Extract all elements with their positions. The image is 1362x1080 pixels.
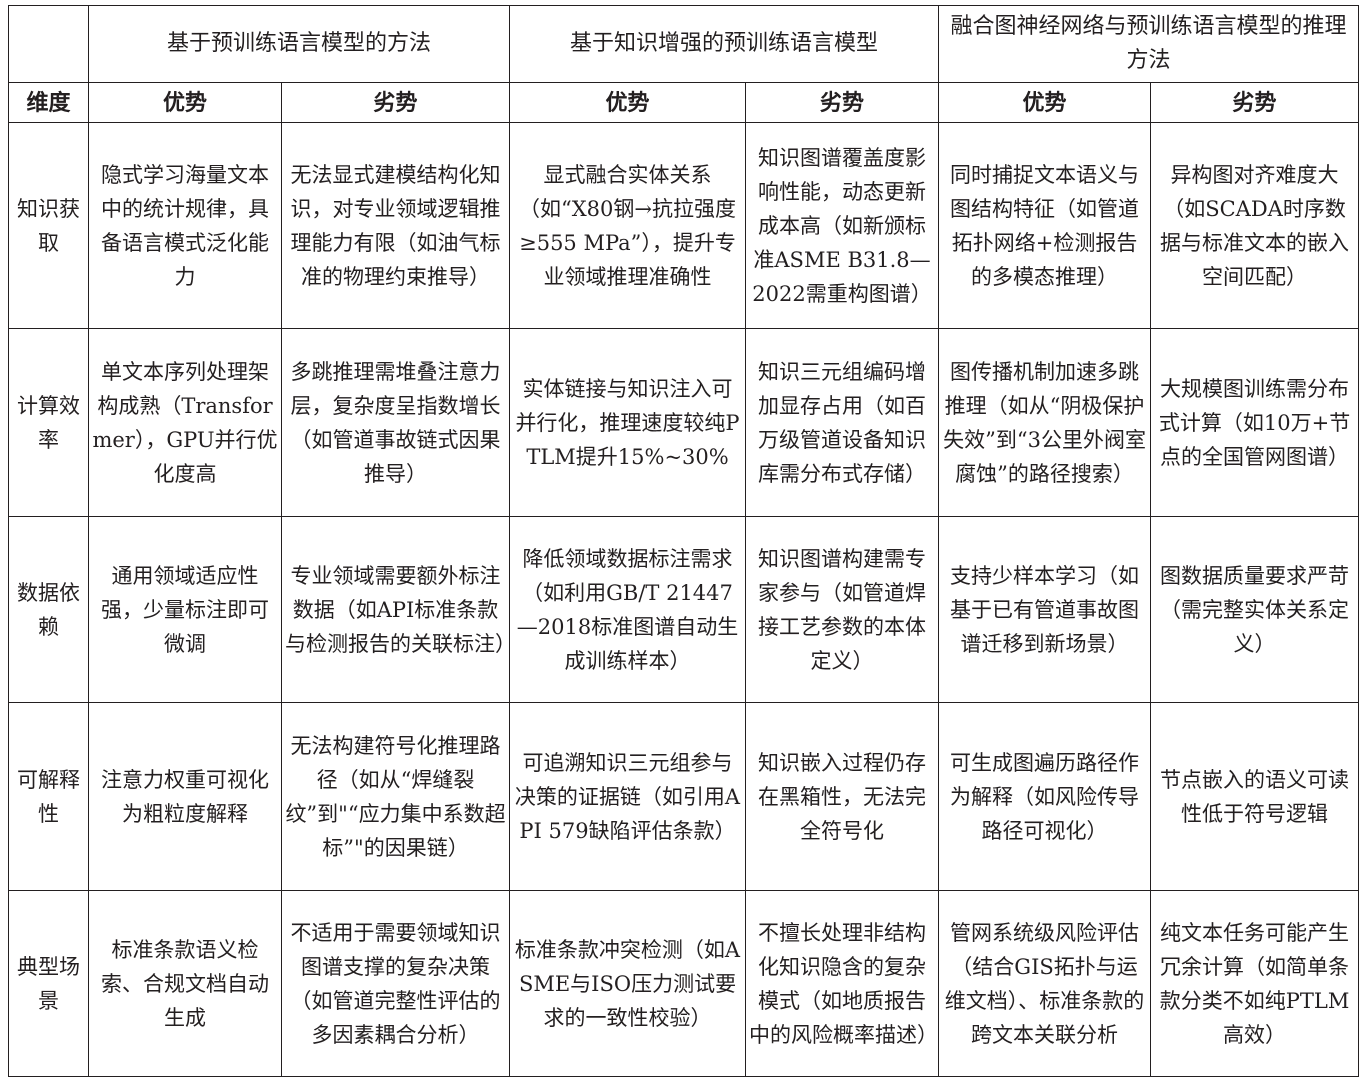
- advantage-cell: 图传播机制加速多跳推理（如从“阴极保护失效”到“3公里外阀室腐蚀”的路径搜索）: [938, 328, 1152, 517]
- table-row: 知识获取 隐式学习海量文本中的统计规律，具备语言模式泛化能力 无法显式建模结构化知识…: [8, 122, 1360, 329]
- advantage-cell: 单文本序列处理架构成熟（Transformer），GPU并行优化度高: [88, 328, 282, 517]
- subheader-disadvantage: 劣势: [280, 82, 511, 123]
- advantage-cell: 可追溯知识三元组参与决策的证据链（如引用API 579缺陷评估条款）: [509, 702, 747, 891]
- disadvantage-cell: 图数据质量要求严苛（需完整实体关系定义）: [1150, 516, 1360, 703]
- disadvantage-cell: 知识图谱构建需专家参与（如管道焊接工艺参数的本体定义）: [745, 516, 940, 703]
- comparison-table: 基于预训练语言模型的方法 基于知识增强的预训练语言模型 融合图神经网络与预训练语…: [8, 5, 1360, 1077]
- disadvantage-cell: 专业领域需要额外标注数据（如API标准条款与检测报告的关联标注）: [280, 516, 516, 703]
- advantage-cell: 注意力权重可视化为粗粒度解释: [88, 702, 282, 891]
- advantage-cell: 可生成图遍历路径作为解释（如风险传导路径可视化）: [938, 702, 1152, 891]
- advantage-cell: 标准条款语义检索、合规文档自动生成: [88, 890, 282, 1077]
- group-header-ptlm: 基于预训练语言模型的方法: [87, 5, 511, 83]
- advantage-cell: 通用领域适应性强，少量标注即可微调: [88, 516, 282, 703]
- dimension-cell: 典型场景: [8, 890, 89, 1077]
- subheader-advantage: 优势: [509, 82, 747, 123]
- dimension-cell: 可解释性: [8, 702, 89, 891]
- disadvantage-cell: 节点嵌入的语义可读性低于符号逻辑: [1150, 702, 1360, 891]
- group-header-knowledge-enhanced: 基于知识增强的预训练语言模型: [509, 5, 940, 83]
- disadvantage-cell: 不适用于需要领域知识图谱支撑的复杂决策（如管道完整性评估的多因素耦合分析）: [280, 890, 511, 1077]
- advantage-cell: 降低领域数据标注需求（如利用GB/T 21447—2018标准图谱自动生成训练样…: [509, 516, 747, 703]
- disadvantage-cell: 知识嵌入过程仍存在黑箱性，无法完全符号化: [745, 702, 940, 891]
- advantage-cell: 隐式学习海量文本中的统计规律，具备语言模式泛化能力: [88, 122, 282, 329]
- subheader-disadvantage: 劣势: [745, 82, 940, 123]
- advantage-cell: 管网系统级风险评估（结合GIS拓扑与运维文档）、标准条款的跨文本关联分析: [938, 890, 1152, 1077]
- subheader-dimension: 维度: [8, 82, 89, 123]
- disadvantage-cell: 知识图谱覆盖度影响性能，动态更新成本高（如新颁标准ASME B31.8—2022…: [745, 122, 940, 329]
- disadvantage-cell: 异构图对齐难度大（如SCADA时序数据与标准文本的嵌入空间匹配）: [1150, 122, 1360, 329]
- subheader-row: 维度 优势 劣势 优势 劣势 优势 劣势: [8, 82, 1360, 123]
- disadvantage-cell: 无法构建符号化推理路径（如从“焊缝裂纹”到"“应力集中系数超标”"的因果链）: [280, 702, 511, 891]
- dimension-cell: 计算效率: [8, 328, 89, 517]
- table-body: 知识获取 隐式学习海量文本中的统计规律，具备语言模式泛化能力 无法显式建模结构化知识…: [8, 122, 1360, 1077]
- disadvantage-cell: 纯文本任务可能产生冗余计算（如简单条款分类不如纯PTLM高效）: [1150, 890, 1360, 1077]
- subheader-advantage: 优势: [88, 82, 282, 123]
- dimension-cell: 知识获取: [8, 122, 89, 329]
- corner-cell: [8, 5, 89, 83]
- advantage-cell: 支持少样本学习（如基于已有管道事故图谱迁移到新场景）: [938, 516, 1152, 703]
- disadvantage-cell: 不擅长处理非结构化知识隐含的复杂模式（如地质报告中的风险概率描述）: [745, 890, 940, 1077]
- table-row: 可解释性 注意力权重可视化为粗粒度解释 无法构建符号化推理路径（如从“焊缝裂纹”到"…: [8, 702, 1360, 891]
- advantage-cell: 同时捕捉文本语义与图结构特征（如管道拓扑网络+检测报告的多模态推理）: [938, 122, 1152, 329]
- advantage-cell: 标准条款冲突检测（如ASME与ISO压力测试要求的一致性校验）: [509, 890, 747, 1077]
- disadvantage-cell: 多跳推理需堆叠注意力层，复杂度呈指数增长（如管道事故链式因果推导）: [280, 328, 511, 517]
- subheader-advantage: 优势: [938, 82, 1152, 123]
- advantage-cell: 显式融合实体关系（如“X80钢→抗拉强度≥555 MPa”），提升专业领域推理准…: [509, 122, 747, 329]
- table-row: 计算效率 单文本序列处理架构成熟（Transformer），GPU并行优化度高 多跳…: [8, 328, 1360, 517]
- table-row: 典型场景 标准条款语义检索、合规文档自动生成 不适用于需要领域知识图谱支撑的复杂决策…: [8, 890, 1360, 1077]
- table-row: 数据依赖 通用领域适应性强，少量标注即可微调 专业领域需要额外标注数据（如API标准…: [8, 516, 1360, 703]
- disadvantage-cell: 大规模图训练需分布式计算（如10万+节点的全国管网图谱）: [1150, 328, 1360, 517]
- group-header-row: 基于预训练语言模型的方法 基于知识增强的预训练语言模型 融合图神经网络与预训练语…: [8, 5, 1360, 83]
- advantage-cell: 实体链接与知识注入可并行化，推理速度较纯PTLM提升15%~30%: [509, 328, 747, 517]
- disadvantage-cell: 知识三元组编码增加显存占用（如百万级管道设备知识库需分布式存储）: [745, 328, 940, 517]
- subheader-disadvantage: 劣势: [1150, 82, 1360, 123]
- disadvantage-cell: 无法显式建模结构化知识，对专业领域逻辑推理能力有限（如油气标准的物理约束推导）: [280, 122, 511, 329]
- group-header-gnn-ptlm: 融合图神经网络与预训练语言模型的推理方法: [938, 5, 1360, 83]
- dimension-cell: 数据依赖: [8, 516, 89, 703]
